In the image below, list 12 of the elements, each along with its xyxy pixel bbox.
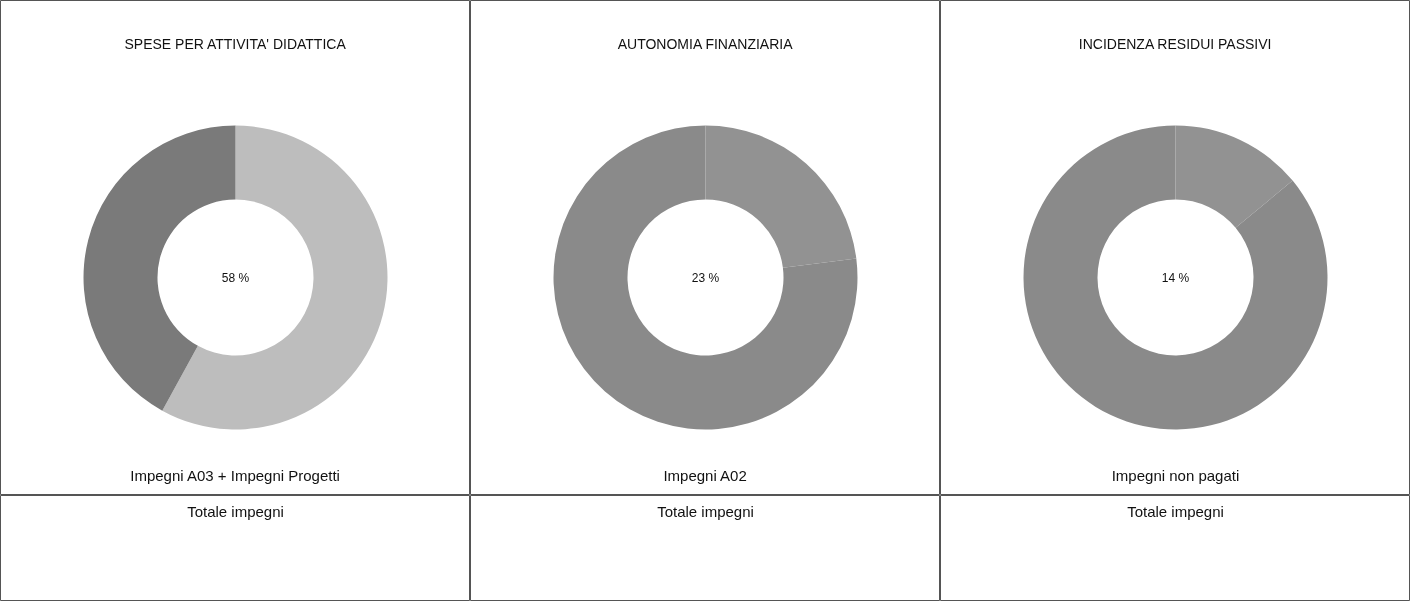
text: Totale impegni xyxy=(187,503,284,520)
chart-title: AUTONOMIA FINANZIARIA xyxy=(617,35,794,52)
text: 23 % xyxy=(691,270,720,285)
text: 14 % xyxy=(1161,270,1190,285)
text: Impegni A02 xyxy=(663,467,747,484)
text: Impegni non pagati xyxy=(1111,467,1240,484)
text: Totale impegni xyxy=(1127,503,1224,520)
text: Impegni A03 + Impegni Progetti xyxy=(130,467,340,484)
chart-title: INCIDENZA RESIDUI PASSIVI xyxy=(1078,35,1272,52)
text: Totale impegni xyxy=(657,503,754,520)
text: 58 % xyxy=(221,270,250,285)
chart-title: SPESE PER ATTIVITA' DIDATTICA xyxy=(124,35,347,52)
